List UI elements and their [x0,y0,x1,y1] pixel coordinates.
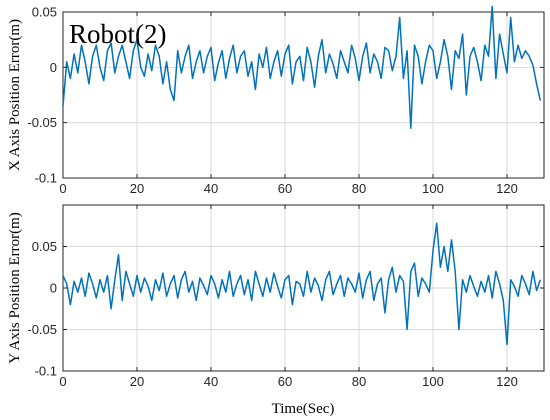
x-tick-label: 80 [352,374,366,389]
x-tick-label: 60 [278,181,292,196]
y-tick-label: 0 [50,281,57,296]
x-tick-label: 60 [278,374,292,389]
y-error-panel: 0 20 40 60 80 100 120 -0.1 -0.05 0 0.05 Y Axis Po… [7,204,545,389]
error-series-line [62,5,542,129]
y-error-x-ticks: 0 20 40 60 80 100 120 [59,205,518,389]
x-tick-label: 0 [59,181,66,196]
x-tick-label: 0 [59,374,66,389]
y-tick-label: -0.05 [27,115,57,130]
x-tick-label: 120 [496,181,518,196]
x-error-x-ticks: 0 20 40 60 80 100 120 [59,12,518,196]
error-series-line [62,222,542,346]
x-axis-label: Time(Sec) [272,401,335,417]
x-tick-label: 20 [130,374,144,389]
x-tick-label: 80 [352,181,366,196]
y-error-y-ticks: -0.1 -0.05 0 0.05 [27,239,544,379]
x-error-ylabel: X Axis Position Error(m) [7,19,23,171]
y-tick-label: 0 [50,60,57,75]
y-error-series [62,222,542,346]
y-tick-label: 0.05 [32,5,57,20]
x-tick-label: 20 [130,181,144,196]
y-tick-label: -0.05 [27,322,57,337]
y-tick-label: -0.1 [35,171,57,186]
y-tick-label: -0.1 [35,364,57,379]
x-tick-label: 120 [496,374,518,389]
x-tick-label: 40 [204,374,218,389]
x-error-series [62,5,542,129]
x-tick-label: 40 [204,181,218,196]
x-error-gridlines [63,12,544,178]
y-tick-label: 0.05 [32,239,57,254]
x-tick-label: 100 [422,181,444,196]
y-error-ylabel: Y Axis Position Error(m) [7,212,23,364]
x-error-plot-area [62,11,545,179]
x-error-y-ticks: -0.1 -0.05 0 0.05 [27,5,544,186]
x-tick-label: 100 [422,374,444,389]
robot-annotation: Robot(2) [69,19,167,49]
